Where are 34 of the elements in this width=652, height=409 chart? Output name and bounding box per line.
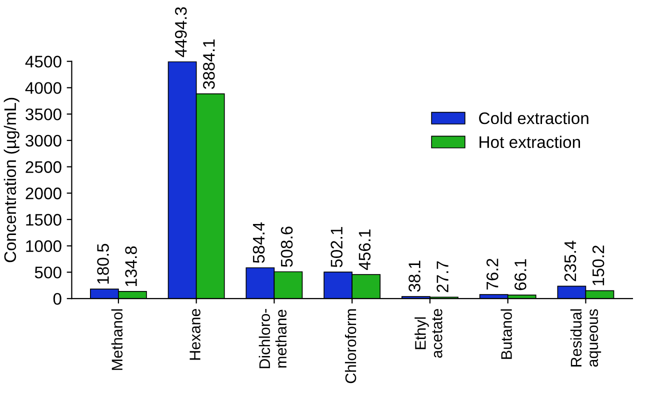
data-label: 180.5 bbox=[97, 244, 109, 284]
data-label: 38.1 bbox=[408, 260, 420, 292]
data-label: 456.1 bbox=[358, 229, 371, 270]
x-tick-label: Residual aqueous bbox=[570, 309, 602, 367]
data-label: 502.1 bbox=[330, 227, 343, 268]
x-tick-label: Hexane bbox=[190, 308, 200, 360]
y-tick-label: 3000 bbox=[26, 134, 62, 147]
data-label: 150.2 bbox=[592, 246, 604, 286]
y-tick-label: 500 bbox=[34, 266, 62, 278]
x-tick-label: Methanol bbox=[111, 309, 123, 370]
data-label: 3884.1 bbox=[203, 39, 215, 90]
y-tick-label: 3500 bbox=[26, 108, 62, 120]
y-tick-label: 0 bbox=[53, 292, 62, 305]
y-tick-label: 4000 bbox=[25, 82, 62, 94]
x-tick-label: Chloroform bbox=[344, 309, 356, 384]
data-label: 508.6 bbox=[280, 226, 293, 267]
x-tick-label: Butanol bbox=[500, 309, 512, 359]
x-tick-label: Ethyl acetate bbox=[414, 308, 442, 358]
legend-label: Cold extraction bbox=[479, 112, 588, 124]
x-tick-label: Dichloro- methane bbox=[258, 308, 287, 368]
data-label: 27.7 bbox=[436, 261, 448, 292]
y-tick-label: 2500 bbox=[26, 161, 62, 173]
data-label: 235.4 bbox=[564, 240, 576, 282]
legend-label: Hot extraction bbox=[480, 136, 580, 148]
data-label: 4494.3 bbox=[174, 7, 187, 58]
y-axis-title: Concentration (µg/mL) bbox=[4, 98, 20, 262]
data-label: 134.8 bbox=[125, 246, 137, 286]
data-label: 66.1 bbox=[514, 259, 526, 290]
y-tick-label: 4500 bbox=[25, 56, 62, 68]
data-label: 76.2 bbox=[486, 258, 498, 290]
y-tick-label: 1500 bbox=[26, 214, 62, 226]
y-tick-label: 2000 bbox=[26, 188, 62, 200]
y-tick-label: 1000 bbox=[26, 240, 62, 252]
data-label: 584.4 bbox=[252, 222, 265, 263]
